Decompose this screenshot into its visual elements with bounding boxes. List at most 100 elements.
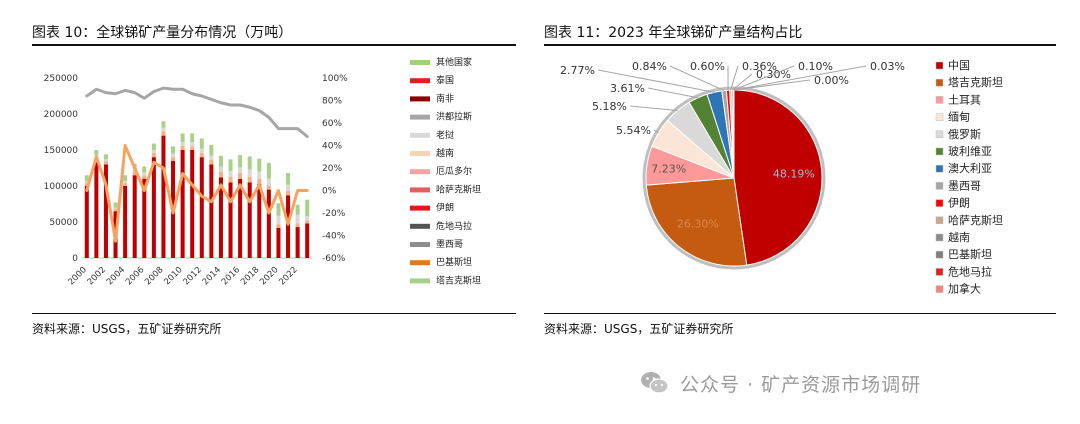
legend-swatch — [410, 60, 430, 65]
bar-segment — [238, 173, 243, 179]
bar-segment — [266, 178, 271, 186]
x-tick-label: 2016 — [220, 265, 242, 287]
left-source-note: 资料来源：USGS，五矿证券研究所 — [32, 322, 222, 336]
bar-segment — [295, 227, 300, 258]
pie-value-label: 0.03% — [870, 60, 905, 73]
bar-segment — [276, 227, 281, 258]
pie-value-label: 0.00% — [814, 74, 849, 87]
pie-leader-line — [653, 129, 659, 134]
legend-swatch — [410, 169, 430, 175]
bar-segment — [209, 164, 214, 258]
y-tick-label: 0 — [72, 254, 78, 264]
x-tick-label: 2008 — [143, 265, 165, 287]
legend-label: 其他国家 — [436, 56, 472, 68]
watermark: 公众号 · 矿产资源市场调研 — [640, 366, 921, 400]
bar-segment — [171, 157, 176, 161]
bar-segment — [247, 176, 252, 183]
bar-segment — [190, 146, 195, 150]
bar-segment — [171, 153, 176, 158]
legend-label: 越南 — [948, 230, 970, 244]
bar-segment — [190, 150, 195, 258]
bar-segment — [123, 175, 128, 181]
legend-label: 塔吉克斯坦 — [948, 75, 1003, 89]
bar-segment — [123, 180, 128, 184]
legend-label: 加拿大 — [948, 282, 981, 296]
bar-segment — [171, 146, 176, 154]
pie-leader-line — [597, 69, 715, 93]
legend-swatch — [935, 61, 944, 70]
bar-segment — [286, 173, 291, 185]
legend-label: 伊朗 — [948, 197, 970, 210]
wechat-icon — [641, 372, 669, 394]
bar-segment — [228, 170, 233, 177]
legend-swatch — [935, 164, 944, 173]
bar-segment — [84, 186, 89, 258]
legend-label: 泰国 — [436, 74, 454, 86]
bar-segment — [218, 166, 223, 172]
legend-label: 伊朗 — [436, 202, 454, 214]
bar-segment — [199, 138, 204, 149]
bar-segment — [257, 171, 262, 179]
y-tick-label: 200000 — [44, 110, 79, 120]
bar-segment — [161, 127, 166, 132]
pie-leader-line — [733, 79, 811, 91]
right-figure: 图表 11：2023 年全球锑矿产量结构占比 48.19% 26.30% 7.23%… — [544, 0, 1056, 336]
pie-value-label: 0.36% — [742, 60, 777, 73]
bar-segment — [247, 182, 252, 258]
legend-label: 墨西哥 — [948, 179, 981, 192]
bar-segment — [180, 150, 185, 258]
bar-segment — [286, 195, 291, 258]
legend-swatch — [935, 268, 944, 276]
bar-segment — [161, 121, 166, 128]
production-share-pie-chart: 48.19% 26.30% 7.23% 5.54% 5.18% 3.61% 2.77% 0.8… — [560, 59, 1003, 296]
legend-label: 土耳其 — [948, 93, 981, 106]
pie-leader-line — [733, 65, 867, 91]
bar-segment — [94, 160, 99, 258]
bar-segment — [286, 184, 291, 192]
legend-swatch — [410, 223, 430, 229]
bar-segment — [238, 178, 243, 258]
x-tick-label: 2000 — [67, 265, 89, 287]
legend-swatch — [410, 187, 430, 193]
right-bottom-rule — [544, 313, 1056, 314]
bar-segment — [180, 142, 185, 146]
pie-outline — [642, 86, 826, 270]
right-source-note: 资料来源：USGS，五矿证券研究所 — [544, 322, 734, 336]
bar-segment — [295, 204, 300, 215]
legend-swatch — [935, 216, 944, 225]
pie-leader-line — [629, 105, 678, 111]
y2-tick-label: 80% — [322, 97, 342, 107]
bar-segment — [142, 172, 147, 176]
legend-swatch — [410, 151, 430, 156]
legend-swatch — [935, 113, 944, 121]
bar-segment — [123, 186, 128, 258]
bar-segment — [190, 133, 195, 143]
bar-segment — [142, 166, 147, 173]
bar-segment — [257, 183, 262, 258]
legend-swatch — [935, 285, 944, 293]
pie-leader-line — [730, 65, 739, 91]
legend-swatch — [935, 130, 944, 139]
right-top-rule — [544, 44, 1056, 46]
growth-line — [85, 144, 309, 243]
share-line — [85, 86, 309, 138]
bar-segment — [151, 143, 156, 150]
pie-slice — [645, 177, 748, 267]
legend-swatch — [935, 96, 944, 104]
bar-segment — [228, 159, 233, 171]
bar-segment — [276, 215, 281, 225]
bar-segment — [123, 183, 128, 186]
y-tick-label: 150000 — [44, 146, 79, 156]
x-tick-label: 2012 — [182, 265, 204, 287]
bar-segment — [257, 158, 262, 172]
bar-segment — [228, 176, 233, 183]
bar-segment — [199, 152, 204, 158]
legend-label: 塔吉克斯坦 — [436, 274, 481, 286]
legend-label: 越南 — [436, 147, 454, 159]
bar-segment — [199, 148, 204, 153]
bar-segment — [286, 191, 291, 196]
bar-segment — [305, 223, 310, 258]
x-tick-label: 2020 — [258, 265, 280, 287]
y2-tick-label: -60% — [322, 254, 346, 264]
bar-segment — [218, 155, 223, 167]
